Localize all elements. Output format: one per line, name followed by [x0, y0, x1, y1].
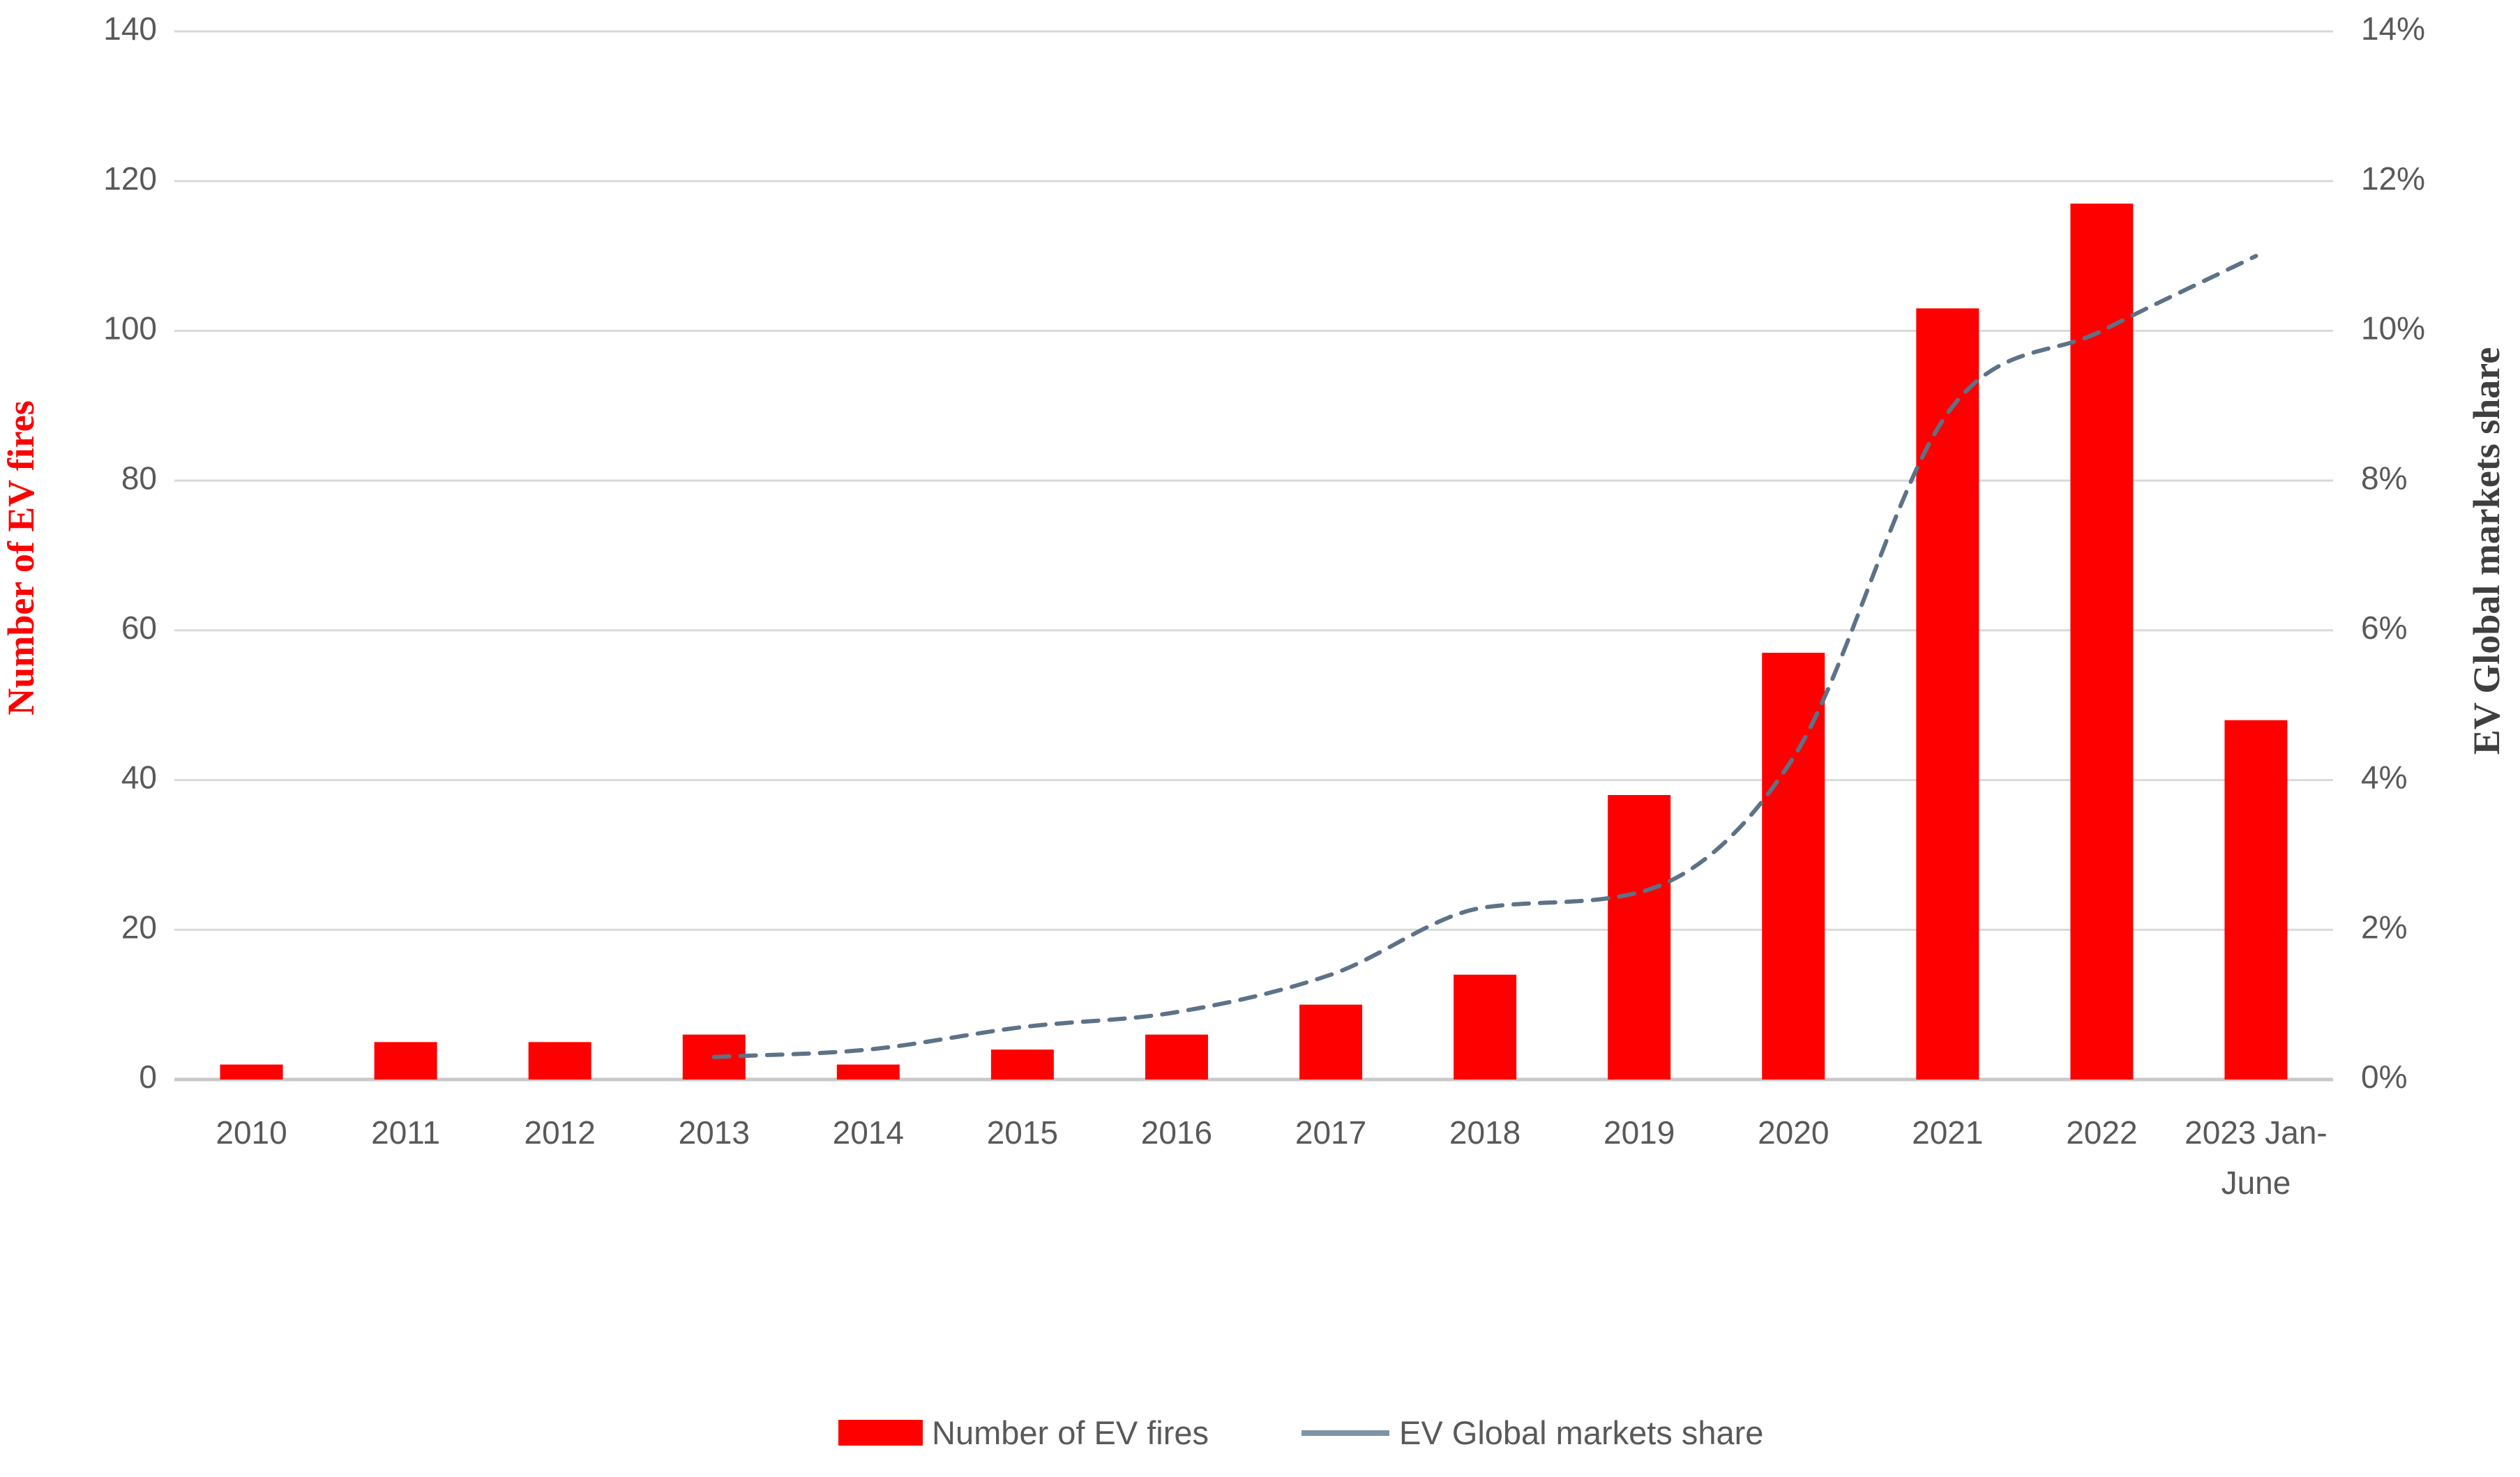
- x-tick-2018: 2018: [1449, 1114, 1521, 1151]
- left-tick-0: 0: [139, 1059, 157, 1095]
- left-tick-140: 140: [103, 10, 157, 47]
- legend: Number of EV fires EV Global markets sha…: [838, 1414, 1763, 1451]
- bar-2010: [220, 1064, 283, 1080]
- left-tick-80: 80: [121, 460, 157, 496]
- right-tick-14%: 14%: [2361, 10, 2425, 47]
- x-tick-2023 Jan-: 2023 Jan-June: [2185, 1114, 2327, 1201]
- bar-2017: [1299, 1004, 1363, 1080]
- bar-2021: [1916, 308, 1979, 1080]
- right-tick-6%: 6%: [2361, 609, 2407, 646]
- legend-label-market-share: EV Global markets share: [1399, 1414, 1763, 1451]
- x-tick-2022: 2022: [2066, 1114, 2137, 1151]
- right-tick-2%: 2%: [2361, 909, 2407, 945]
- left-axis-title: Number of EV fires: [0, 400, 42, 715]
- x-tick-2017: 2017: [1295, 1114, 1366, 1151]
- x-tick-2019: 2019: [1604, 1114, 1675, 1151]
- bar-series-ev-fires: [220, 203, 2288, 1080]
- legend-label-ev-fires: Number of EV fires: [932, 1414, 1209, 1451]
- right-axis-title: EV Global markets share: [2466, 347, 2507, 755]
- bar-2018: [1454, 974, 1517, 1080]
- left-axis-tick-labels: 0 20 40 60 80 100 120 140: [103, 10, 157, 1095]
- line-series-market-share: [711, 254, 2258, 1059]
- left-tick-120: 120: [103, 160, 157, 197]
- x-tick-2014: 2014: [833, 1114, 904, 1151]
- left-tick-100: 100: [103, 310, 157, 347]
- x-tick-2021: 2021: [1912, 1114, 1983, 1151]
- bar-2023 Jan-: [2224, 720, 2288, 1080]
- bar-2015: [990, 1050, 1054, 1080]
- legend-bar-swatch-icon: [838, 1420, 923, 1446]
- x-tick-2012: 2012: [525, 1114, 596, 1151]
- bar-2011: [374, 1042, 437, 1080]
- x-tick-2016: 2016: [1141, 1114, 1212, 1151]
- right-tick-12%: 12%: [2361, 160, 2425, 197]
- x-axis-tick-labels: 2010 2011 2012 2013 2014 2015 2016 2017 2018 2019…: [216, 1114, 2327, 1201]
- left-tick-60: 60: [121, 609, 157, 646]
- x-tick-2020: 2020: [1758, 1114, 1829, 1151]
- x-tick-2011: 2011: [371, 1114, 440, 1151]
- left-tick-20: 20: [121, 909, 157, 945]
- x-tick-2013: 2013: [679, 1114, 750, 1151]
- right-tick-10%: 10%: [2361, 310, 2425, 347]
- gridlines: [174, 30, 2333, 1082]
- x-tick-2010: 2010: [216, 1114, 287, 1151]
- right-tick-8%: 8%: [2361, 460, 2407, 496]
- bar-2012: [528, 1042, 591, 1080]
- right-tick-4%: 4%: [2361, 759, 2407, 796]
- bar-2022: [2070, 203, 2134, 1080]
- right-tick-0%: 0%: [2361, 1059, 2407, 1095]
- bar-2014: [836, 1064, 900, 1080]
- right-axis-tick-labels: 0% 2% 4% 6% 8% 10% 12% 14%: [2361, 10, 2425, 1095]
- x-tick-2015: 2015: [987, 1114, 1058, 1151]
- bar-2019: [1608, 795, 1671, 1080]
- left-tick-40: 40: [121, 759, 157, 796]
- bar-2016: [1145, 1034, 1208, 1080]
